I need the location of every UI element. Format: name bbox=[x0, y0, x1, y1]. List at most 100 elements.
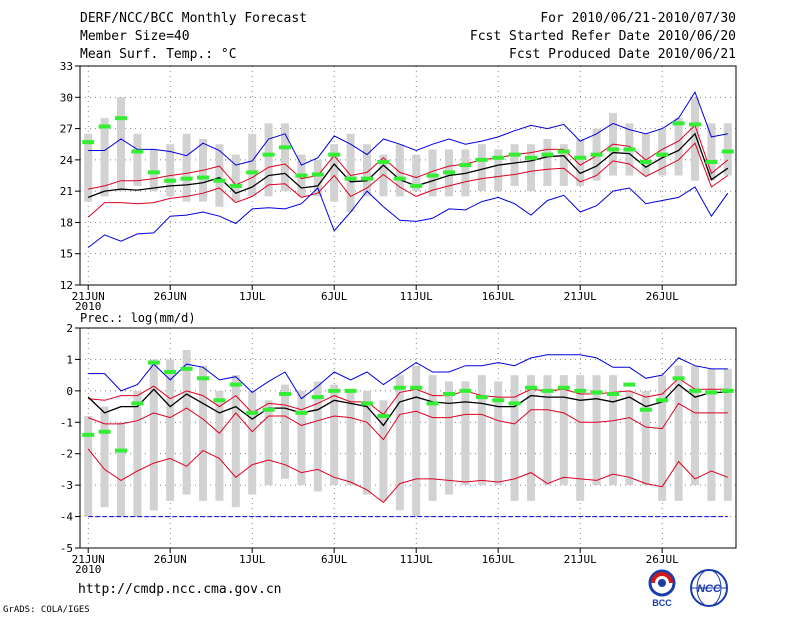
temp-range-box bbox=[363, 144, 371, 197]
bcc-logo-icon: BCC bbox=[648, 569, 676, 608]
temp-obs-marker bbox=[262, 152, 275, 157]
temp-obs-marker bbox=[623, 147, 636, 152]
prec-range-box bbox=[313, 381, 322, 492]
header-start-date: Fcst Started Refer Date 2010/06/20 bbox=[469, 29, 736, 44]
prec-range-box bbox=[84, 416, 93, 517]
temp-obs-marker bbox=[410, 183, 423, 188]
temp-xtick-label: 26JUL bbox=[646, 290, 679, 303]
temp-range-box bbox=[691, 97, 699, 181]
prec-xtick-label: 21JUL bbox=[564, 553, 597, 566]
prec-range-box bbox=[609, 375, 617, 486]
prec-obs-marker bbox=[262, 407, 275, 412]
prec-xtick-label: 11JUL bbox=[400, 553, 433, 566]
prec-obs-marker bbox=[393, 385, 406, 390]
prec-range-box bbox=[461, 381, 470, 486]
header-produced-date: Fcst Produced Date 2010/06/21 bbox=[509, 47, 736, 62]
prec-xtick-label: 26JUN bbox=[154, 553, 187, 566]
temp-obs-marker bbox=[279, 145, 291, 150]
temp-obs-marker bbox=[328, 152, 341, 157]
temp-range-box bbox=[133, 133, 142, 186]
temp-range-box bbox=[723, 123, 732, 176]
prec-range-box bbox=[428, 375, 437, 501]
prec-obs-marker bbox=[672, 376, 685, 381]
temp-obs-marker bbox=[98, 124, 111, 129]
temp-xtick-label: 21JUN bbox=[72, 290, 105, 303]
prec-obs-marker bbox=[410, 385, 423, 390]
temp-obs-marker bbox=[213, 178, 226, 183]
prec-obs-marker bbox=[443, 392, 455, 396]
temp-obs-marker bbox=[508, 152, 521, 157]
temp-ytick-label: 15 bbox=[60, 248, 73, 261]
prec-obs-marker bbox=[311, 395, 324, 400]
temp-obs-marker bbox=[607, 147, 619, 152]
prec-ytick-label: 1 bbox=[66, 353, 73, 366]
temp-frame bbox=[79, 65, 737, 286]
temp-range-box bbox=[231, 154, 240, 202]
prec-obs-marker bbox=[115, 448, 127, 453]
prec-obs-marker bbox=[525, 385, 537, 390]
prec-range-box bbox=[543, 375, 552, 486]
prec-range-box bbox=[559, 375, 568, 486]
temp-obs-marker bbox=[82, 140, 95, 145]
prec-range-box bbox=[264, 400, 273, 486]
prec-ytick-label: 0 bbox=[66, 385, 73, 398]
temp-range-box bbox=[559, 144, 568, 186]
temp-range-box bbox=[117, 97, 125, 192]
prec-range-box bbox=[691, 365, 699, 486]
temp-range-box bbox=[510, 144, 519, 186]
prec-range-box bbox=[674, 365, 683, 501]
prec-range-box bbox=[231, 375, 240, 508]
temp-series-max bbox=[88, 90, 728, 166]
temp-ytick-label: 27 bbox=[60, 123, 73, 136]
temp-obs-marker bbox=[377, 159, 390, 164]
prec-ytick-label: -2 bbox=[60, 448, 73, 461]
prec-ytick-label: -4 bbox=[60, 511, 74, 524]
prec-obs-marker bbox=[541, 388, 554, 393]
prec-range-box bbox=[248, 390, 257, 495]
prec-obs-marker bbox=[590, 390, 603, 395]
prec-range-box bbox=[166, 359, 175, 501]
prec-range-box bbox=[100, 406, 109, 508]
source-url[interactable]: http://cmdp.ncc.cma.gov.cn bbox=[78, 582, 282, 597]
temp-obs-marker bbox=[131, 149, 144, 154]
prec-obs-marker bbox=[98, 429, 111, 434]
prec-series-min bbox=[87, 448, 728, 504]
temp-obs-marker bbox=[344, 176, 357, 181]
prec-panel-title: Prec.: log(mm/d) bbox=[80, 311, 196, 325]
prec-obs-marker bbox=[213, 398, 226, 403]
header-period: For 2010/06/21-2010/07/30 bbox=[540, 11, 736, 26]
temp-obs-marker bbox=[459, 163, 472, 168]
prec-obs-marker bbox=[328, 388, 341, 393]
prec-xtick-label: 1JUL bbox=[239, 553, 266, 566]
temp-obs-marker bbox=[361, 176, 373, 181]
prec-obs-marker bbox=[246, 410, 259, 415]
prec-series-spread-high bbox=[88, 377, 728, 416]
prec-obs-marker bbox=[426, 401, 439, 406]
prec-range-box bbox=[641, 390, 650, 486]
prec-obs-marker bbox=[229, 382, 242, 387]
temp-xtick-label: 1JUL bbox=[239, 290, 266, 303]
temp-obs-marker bbox=[574, 155, 587, 160]
temp-obs-marker bbox=[229, 183, 242, 188]
temp-ytick-label: 30 bbox=[60, 91, 73, 104]
prec-range-box bbox=[527, 375, 535, 501]
temp-series-min bbox=[87, 186, 729, 248]
prec-ytick-label: -5 bbox=[60, 542, 73, 555]
prec-range-box bbox=[576, 375, 585, 501]
temp-obs-marker bbox=[672, 121, 685, 126]
temp-range-box bbox=[100, 118, 109, 197]
prec-obs-marker bbox=[557, 385, 570, 390]
grads-credit: GrADS: COLA/IGES bbox=[3, 605, 90, 615]
temp-xtick-label: 26JUN bbox=[154, 290, 187, 303]
temp-range-box bbox=[477, 144, 486, 192]
temp-range-box bbox=[330, 144, 339, 202]
temp-range-box bbox=[264, 123, 273, 197]
header-variable: Mean Surf. Temp.: °C bbox=[80, 47, 237, 62]
prec-range-box bbox=[395, 375, 404, 511]
temp-range-box bbox=[379, 154, 388, 197]
header-member-size: Member Size=40 bbox=[80, 29, 190, 44]
prec-range-box bbox=[445, 381, 453, 495]
